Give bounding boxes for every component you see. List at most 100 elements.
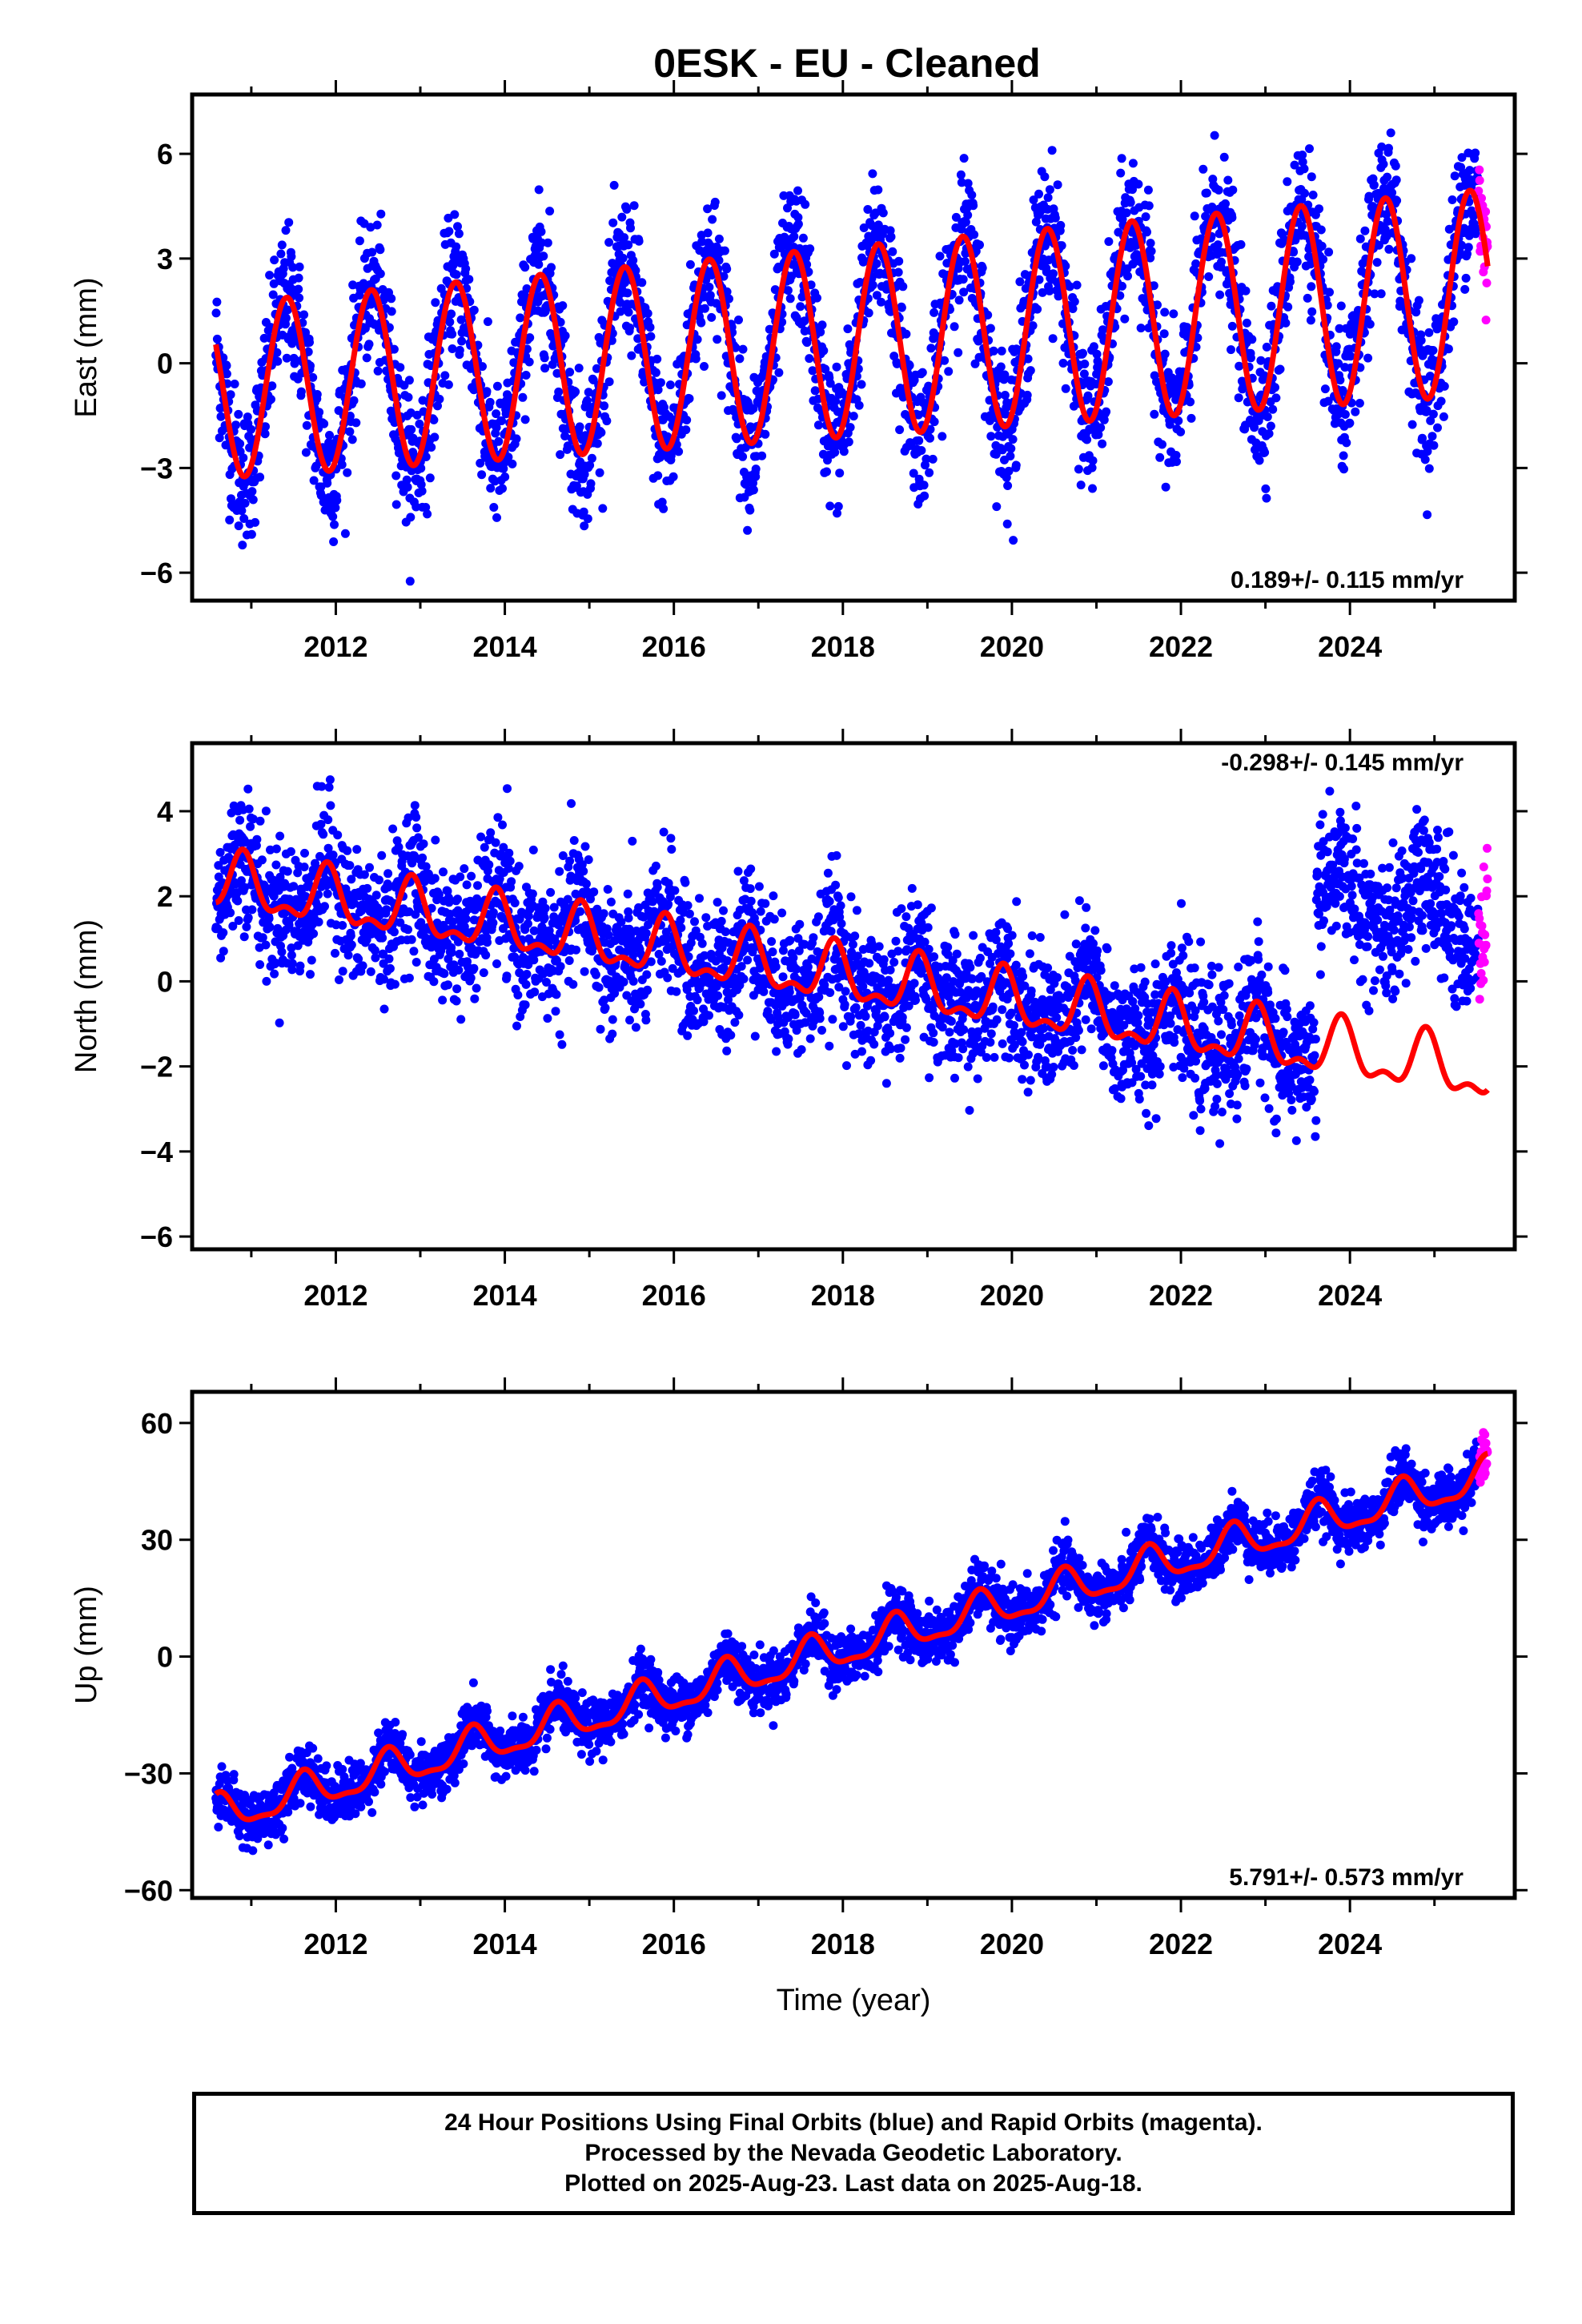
final-orbit-point — [465, 896, 475, 906]
final-orbit-point — [505, 856, 515, 866]
final-orbit-point — [642, 970, 652, 979]
final-orbit-point — [944, 367, 954, 376]
final-orbit-point — [703, 228, 713, 238]
final-orbit-point — [364, 340, 374, 349]
final-orbit-point — [317, 782, 327, 791]
final-orbit-point — [1335, 376, 1345, 385]
final-orbit-point — [921, 454, 931, 464]
final-orbit-point — [1057, 241, 1066, 251]
final-orbit-point — [294, 284, 303, 294]
page-title: 0ESK - EU - Cleaned — [653, 41, 1040, 86]
final-orbit-point — [584, 855, 593, 864]
final-orbit-point — [1234, 393, 1243, 403]
final-orbit-point — [1427, 432, 1437, 441]
final-orbit-point — [560, 432, 570, 440]
final-orbit-point — [534, 185, 544, 195]
final-orbit-point — [844, 437, 853, 447]
final-orbit-point — [1065, 282, 1074, 292]
final-orbit-point — [312, 390, 322, 399]
final-orbit-point — [1117, 154, 1126, 163]
final-orbit-point — [1383, 172, 1392, 182]
final-orbit-point — [684, 952, 693, 962]
final-orbit-point — [448, 329, 457, 339]
final-orbit-point — [1217, 257, 1226, 267]
final-orbit-point — [589, 887, 599, 897]
final-orbit-point — [691, 926, 701, 935]
final-orbit-point — [774, 368, 784, 377]
final-orbit-point — [504, 848, 514, 858]
final-orbit-point — [1346, 352, 1355, 361]
final-orbit-point — [761, 899, 770, 908]
final-orbit-point — [1250, 423, 1259, 432]
final-orbit-point — [404, 813, 413, 822]
final-orbit-point — [246, 822, 255, 831]
final-orbit-point — [284, 920, 294, 930]
final-orbit-point — [1161, 482, 1170, 492]
final-orbit-point — [746, 896, 756, 906]
final-orbit-point — [738, 344, 748, 354]
final-orbit-point — [700, 304, 709, 313]
data-points-north — [211, 775, 1492, 1148]
final-orbit-point — [1136, 324, 1146, 333]
final-orbit-point — [429, 415, 439, 424]
final-orbit-point — [606, 897, 616, 907]
final-orbit-point — [663, 973, 673, 983]
final-orbit-point — [1061, 384, 1070, 393]
final-orbit-point — [610, 936, 620, 946]
final-orbit-point — [574, 364, 584, 373]
final-orbit-point — [1078, 348, 1087, 358]
final-orbit-point — [843, 324, 853, 334]
final-orbit-point — [282, 353, 291, 363]
final-orbit-point — [783, 286, 793, 296]
final-orbit-point — [264, 914, 274, 923]
data-points-east — [211, 128, 1492, 586]
final-orbit-point — [693, 335, 702, 344]
final-orbit-point — [410, 801, 420, 810]
final-orbit-point — [832, 362, 841, 372]
final-orbit-point — [538, 969, 548, 979]
final-orbit-point — [270, 255, 279, 265]
final-orbit-point — [801, 199, 810, 209]
final-orbit-point — [345, 861, 355, 870]
final-orbit-point — [651, 861, 661, 870]
final-orbit-point — [284, 218, 294, 227]
final-orbit-point — [1045, 185, 1054, 195]
final-orbit-point — [629, 201, 639, 211]
final-orbit-point — [289, 882, 299, 891]
final-orbit-point — [681, 878, 690, 887]
final-orbit-point — [641, 928, 651, 938]
final-orbit-point — [1149, 281, 1158, 291]
final-orbit-point — [470, 994, 480, 1003]
final-orbit-point — [277, 240, 287, 250]
final-orbit-point — [620, 947, 630, 957]
final-orbit-point — [543, 238, 552, 247]
final-orbit-point — [1040, 172, 1050, 182]
final-orbit-point — [556, 317, 565, 327]
final-orbit-point — [522, 970, 532, 979]
final-orbit-point — [510, 899, 520, 907]
final-orbit-point — [479, 968, 488, 978]
final-orbit-point — [235, 439, 245, 448]
final-orbit-point — [682, 985, 692, 995]
final-orbit-point — [750, 1031, 760, 1041]
final-orbit-point — [1094, 430, 1103, 440]
final-orbit-point — [725, 294, 733, 304]
final-orbit-point — [628, 836, 637, 846]
final-orbit-point — [743, 525, 753, 535]
final-orbit-point — [708, 215, 717, 224]
final-orbit-point — [600, 401, 609, 411]
final-orbit-point — [909, 468, 918, 478]
final-orbit-point — [1246, 353, 1255, 363]
final-orbit-point — [1056, 220, 1066, 230]
final-orbit-point — [703, 204, 713, 214]
final-orbit-point — [1031, 217, 1041, 227]
x-tick-label: 2012 — [303, 630, 367, 663]
final-orbit-point — [1058, 359, 1068, 368]
final-orbit-point — [1391, 161, 1400, 171]
final-orbit-point — [825, 501, 835, 511]
x-tick-label: 2020 — [980, 630, 1044, 663]
final-orbit-point — [309, 476, 319, 485]
final-orbit-point — [1242, 318, 1251, 328]
final-orbit-point — [466, 973, 476, 983]
final-orbit-point — [315, 408, 324, 417]
